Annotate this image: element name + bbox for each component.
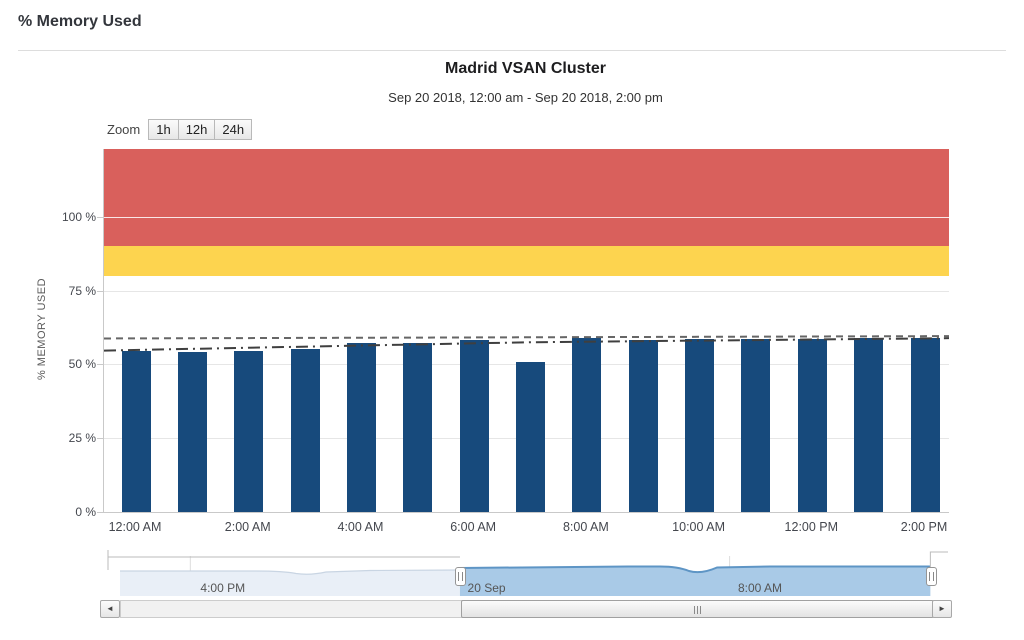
y-tick-0: 0 % [75,505,96,519]
scrollbar-thumb[interactable] [461,600,935,618]
bar-1-00-pm[interactable] [854,338,884,512]
trend-line [104,337,949,352]
x-tick-6-00-am: 6:00 AM [450,520,497,534]
zoom-label: Zoom [107,122,141,137]
bar-3-00-am[interactable] [290,348,320,512]
handle-grip-icon [458,572,464,581]
bar-9-00-am[interactable] [628,339,658,512]
zoom-buttons-group: 1h 12h 24h [148,119,253,140]
x-tick-10-00-am: 10:00 AM [672,520,726,534]
x-tick-12-00-pm: 12:00 PM [784,520,839,534]
bar-5-00-am[interactable] [403,342,433,512]
navigator-label-8-00-am: 8:00 AM [738,581,783,595]
scrollbar-left-arrow-icon[interactable]: ◄ [100,600,120,618]
y-tick-75: 75 % [68,283,96,298]
navigator-left-handle[interactable] [455,567,467,586]
zoom-button-1h[interactable]: 1h [148,119,179,140]
bar-4-00-am[interactable] [346,343,376,512]
gridline-75 [104,290,949,292]
chart-title: Madrid VSAN Cluster [445,60,606,77]
bar-2-00-am[interactable] [234,351,264,512]
bar-12-00-am[interactable] [121,351,151,512]
bar-2-00-pm[interactable] [910,337,940,512]
navigator-chart[interactable] [107,550,948,596]
navigator-right-handle[interactable] [925,567,937,586]
bar-1-00-am[interactable] [177,352,207,512]
y-tick-25: 25 % [68,431,96,446]
bar-10-00-am[interactable] [685,339,715,512]
y-tick-mark [97,364,103,366]
y-tick-mark [97,512,103,513]
plot-area [103,149,949,513]
x-tick-2-00-pm: 2:00 PM [900,520,948,534]
warning-band [104,246,949,276]
gridline-100 [104,216,949,218]
zoom-button-12h[interactable]: 12h [177,119,216,140]
x-tick-8-00-am: 8:00 AM [562,520,609,534]
y-tick-mark [97,290,103,292]
bar-12-00-pm[interactable] [797,338,827,512]
horizontal-scrollbar[interactable]: ◄ ► [100,600,952,618]
bar-11-00-am[interactable] [741,339,771,512]
navigator-outline-right [929,551,948,568]
y-tick-mark [97,438,103,440]
navigator-label-4-00-pm: 4:00 PM [200,581,246,595]
bar-7-00-am[interactable] [516,362,546,512]
navigator-unselected-area [120,570,460,596]
y-axis-title: % MEMORY USED [36,277,48,381]
navigator-selected-area [459,566,931,596]
y-tick-mark [97,216,103,218]
y-tick-50: 50 % [68,357,96,372]
trend-lines-layer [104,335,949,352]
critical-band [104,149,949,247]
navigator-label-20-sep: 20 Sep [467,581,506,595]
scrollbar-grip-icon [693,606,702,614]
bar-8-00-am[interactable] [572,338,602,512]
zoom-button-24h[interactable]: 24h [214,119,253,140]
y-tick-100: 100 % [61,209,96,224]
chart-subtitle: Sep 20 2018, 12:00 am - Sep 20 2018, 2:0… [388,90,663,105]
navigator-unselected-line [120,569,460,575]
scrollbar-right-arrow-icon[interactable]: ► [932,600,952,618]
upper-threshold-line [104,335,949,340]
navigator-selected-line [459,565,931,574]
x-tick-4-00-am: 4:00 AM [337,520,384,534]
page-title: % Memory Used [18,13,142,30]
navigator-outline-left [107,550,460,570]
x-tick-2-00-am: 2:00 AM [224,520,271,534]
x-tick-12-00-am: 12:00 AM [108,520,162,534]
header-divider [18,50,1006,51]
navigator[interactable]: 4:00 PM 20 Sep 8:00 AM [107,550,948,596]
zoom-range-selector: Zoom 1h 12h 24h [107,119,253,140]
handle-grip-icon [928,572,934,581]
bar-6-00-am[interactable] [459,340,489,512]
